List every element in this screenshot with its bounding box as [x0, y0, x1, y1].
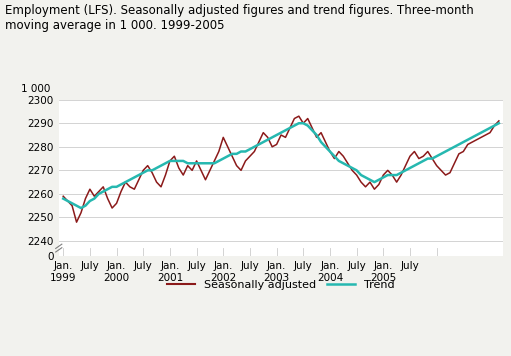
Legend: Seasonally adjusted, Trend: Seasonally adjusted, Trend	[163, 275, 399, 294]
Text: 1 000: 1 000	[21, 84, 51, 94]
Text: Employment (LFS). Seasonally adjusted figures and trend figures. Three-month
mov: Employment (LFS). Seasonally adjusted fi…	[5, 4, 474, 32]
